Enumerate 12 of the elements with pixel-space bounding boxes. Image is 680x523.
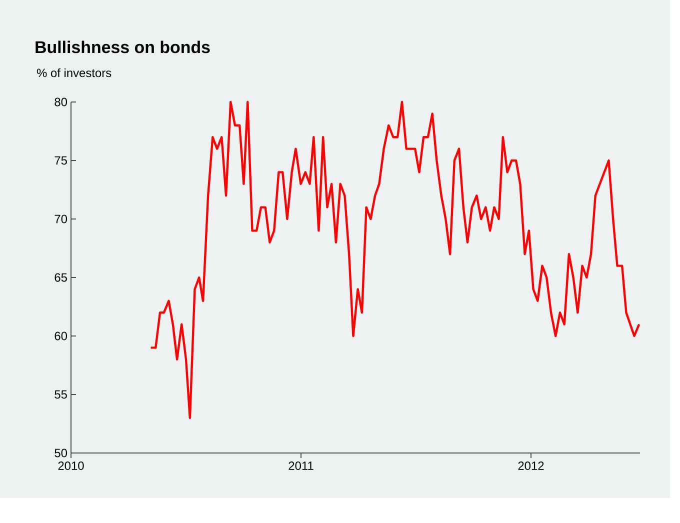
y-tick-label: 60 [54,332,68,340]
y-tick-label: 50 [54,448,68,458]
x-tick-label: 2012 [518,462,544,470]
y-tick-label: 70 [54,214,68,224]
x-tick-label: 2010 [58,462,84,470]
y-tick-label: 80 [54,98,68,106]
y-tick-label: 55 [54,390,67,399]
x-tick-label: 2011 [288,462,314,470]
chart-subtitle: % of investors [36,68,112,78]
chart-title: Bullishness on bonds [36,40,210,54]
y-tick-label: 75 [54,156,67,165]
y-tick-label: 65 [54,273,67,282]
